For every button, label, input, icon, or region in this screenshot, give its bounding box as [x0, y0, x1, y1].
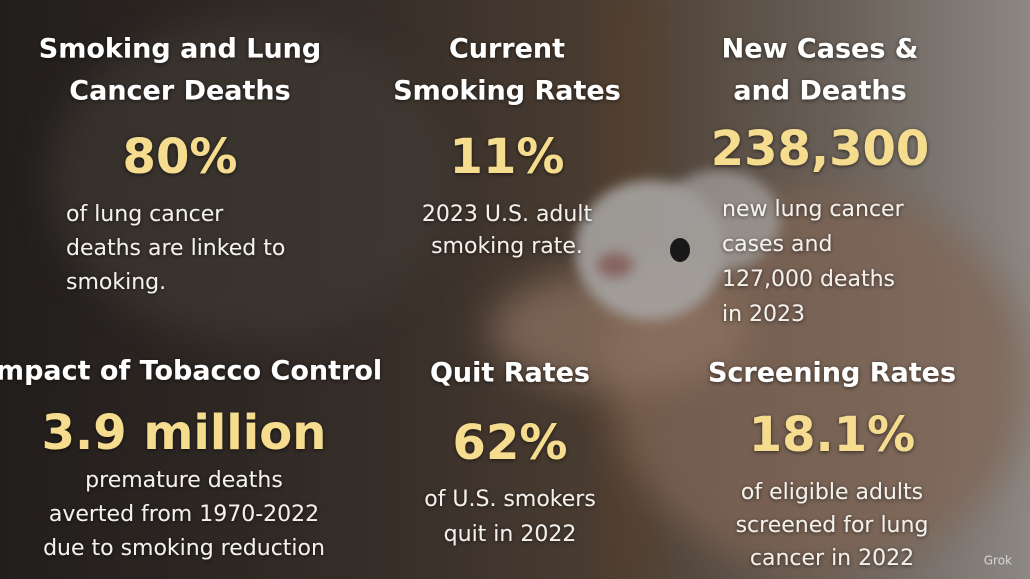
- stat-card: Impact of Tobacco Control 3.9 million prem…: [0, 356, 382, 562]
- stat-title: Cancer Deaths: [69, 76, 290, 107]
- stat-description: averted from 1970-2022: [49, 502, 319, 527]
- stat-description: of lung cancer: [66, 202, 224, 227]
- stat-description: quit in 2022: [444, 522, 577, 547]
- stat-title: and Deaths: [733, 76, 906, 107]
- stat-description: premature deaths: [85, 468, 283, 493]
- stat-description: smoking rate.: [431, 234, 583, 259]
- stat-value: 62%: [453, 415, 568, 471]
- watermark: Grok: [984, 554, 1012, 568]
- stat-value: 18.1%: [749, 407, 916, 463]
- stat-card: Current Smoking Rates 11% 2023 U.S. adult sm…: [393, 34, 621, 260]
- stat-card: Screening Rates 18.1% of eligible adults sc…: [708, 358, 956, 572]
- stat-value: 3.9 million: [42, 405, 327, 461]
- stat-description: of eligible adults: [741, 480, 923, 505]
- stat-description: due to smoking reduction: [43, 536, 325, 561]
- stat-value: 238,300: [711, 121, 930, 177]
- stat-description: cases and: [722, 232, 832, 257]
- stat-description: 2023 U.S. adult: [422, 202, 593, 227]
- stat-description: screened for lung: [736, 513, 929, 538]
- stat-title: Impact of Tobacco Control: [0, 356, 382, 387]
- stat-description: smoking.: [66, 270, 166, 295]
- stat-description: cancer in 2022: [750, 546, 914, 571]
- stat-description: 127,000 deaths: [722, 267, 895, 292]
- stat-card: Smoking and Lung Cancer Deaths 80% of lung …: [39, 34, 321, 296]
- stat-title: Screening Rates: [708, 358, 956, 389]
- stat-card: New Cases & and Deaths 238,300 new lung can…: [711, 34, 930, 328]
- stat-title: Current: [449, 34, 565, 65]
- stat-value: 11%: [450, 129, 565, 185]
- stat-title: New Cases &: [722, 34, 919, 65]
- stat-description: deaths are linked to: [66, 236, 285, 261]
- stat-title: Smoking Rates: [393, 76, 621, 107]
- stat-value: 80%: [123, 129, 238, 185]
- stat-description: of U.S. smokers: [424, 487, 596, 512]
- stat-description: new lung cancer: [722, 197, 905, 222]
- stat-title: Smoking and Lung: [39, 34, 321, 65]
- stat-description: in 2023: [722, 302, 805, 327]
- stat-card: Quit Rates 62% of U.S. smokers quit in 2022: [424, 358, 596, 548]
- stat-title: Quit Rates: [430, 358, 590, 389]
